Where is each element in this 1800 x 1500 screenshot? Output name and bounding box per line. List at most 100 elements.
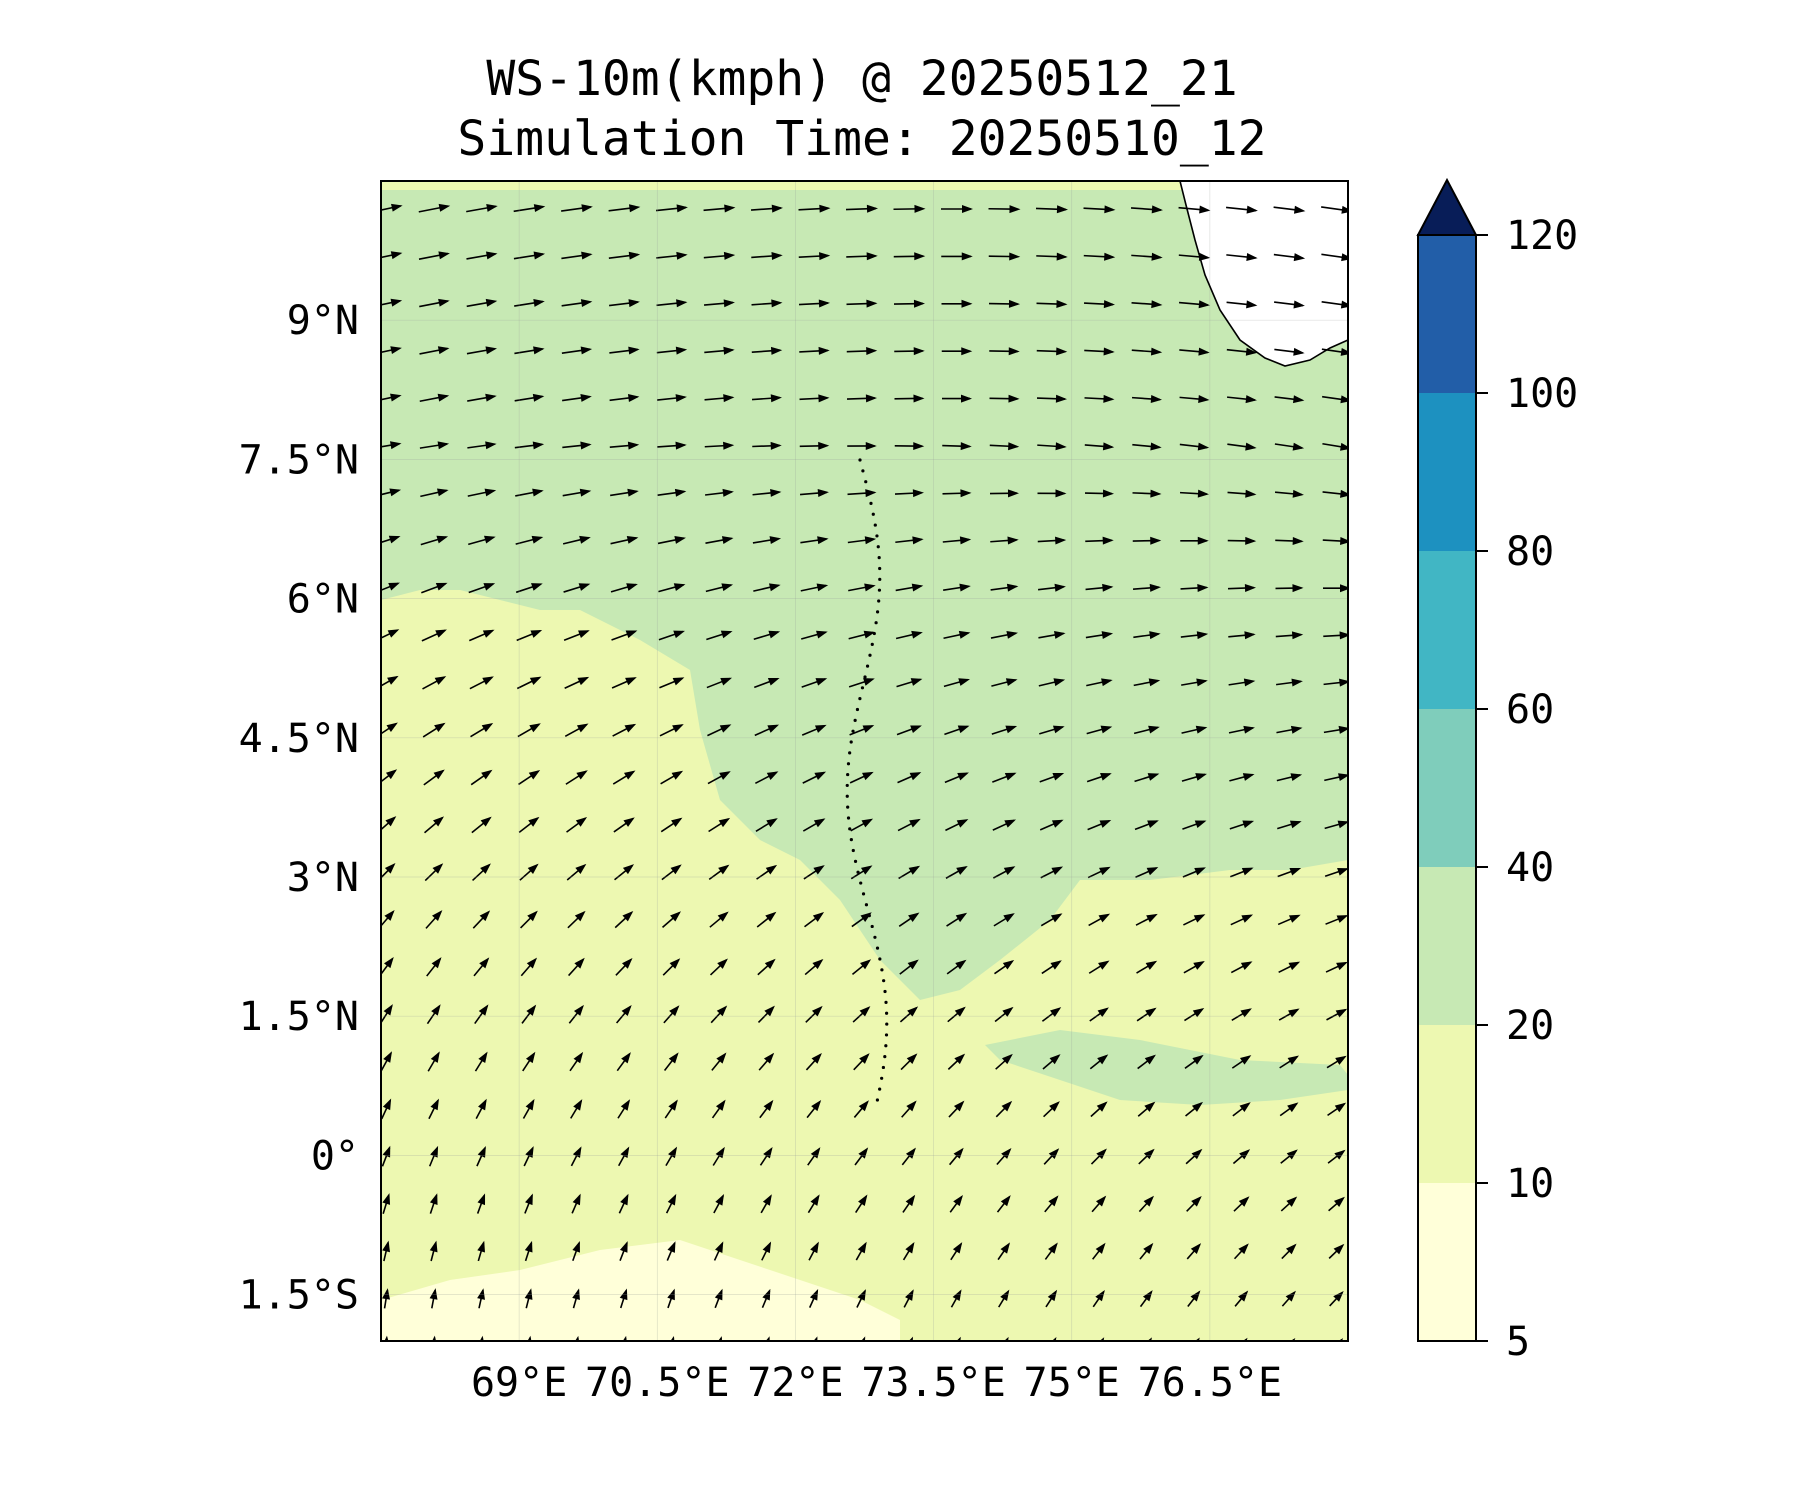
wind-arrow xyxy=(893,204,926,213)
wind-arrow xyxy=(609,394,640,402)
wind-arrow xyxy=(992,866,1016,879)
wind-arrow xyxy=(381,675,399,687)
wind-arrow xyxy=(1275,536,1304,545)
wind-arrow xyxy=(608,204,641,213)
wind-arrow xyxy=(520,957,538,977)
wind-arrow xyxy=(941,252,973,261)
wind-arrow xyxy=(990,536,1019,545)
wind-arrow xyxy=(476,1146,486,1167)
wind-arrow xyxy=(1037,489,1067,498)
wind-arrow xyxy=(899,1006,919,1023)
wind-arrow xyxy=(801,724,827,736)
wind-arrow xyxy=(518,770,541,786)
wind-arrow xyxy=(658,630,685,641)
wind-arrow xyxy=(381,1145,391,1167)
wind-arrow xyxy=(759,1099,774,1119)
wind-arrow xyxy=(1231,1008,1252,1022)
wind-arrow xyxy=(799,441,830,450)
wind-arrow xyxy=(422,722,446,738)
atoll-dot xyxy=(884,1011,889,1015)
wind-arrow xyxy=(703,204,736,213)
wind-arrow xyxy=(1233,1196,1250,1212)
wind-arrow xyxy=(466,204,498,213)
wind-arrow xyxy=(1274,347,1305,356)
wind-arrow xyxy=(655,204,688,213)
wind-arrow xyxy=(1182,820,1207,830)
wind-arrow xyxy=(942,536,972,545)
atoll-dot xyxy=(881,1065,885,1070)
wind-arrow xyxy=(895,630,923,640)
wind-arrow xyxy=(1328,1243,1345,1259)
wind-arrow xyxy=(1132,536,1162,545)
wind-arrow xyxy=(1228,631,1256,640)
wind-arrow xyxy=(468,535,496,546)
wind-arrow xyxy=(942,442,972,451)
map-frame xyxy=(380,180,1349,1342)
wind-arrow xyxy=(800,630,828,640)
wind-arrow xyxy=(1324,773,1348,782)
wind-arrow xyxy=(429,1193,438,1214)
wind-arrow xyxy=(524,1193,533,1214)
atoll-dot xyxy=(878,577,882,581)
wind-arrow xyxy=(1275,584,1304,593)
wind-arrow xyxy=(949,1194,963,1213)
wind-arrow xyxy=(1040,913,1063,927)
wind-arrow xyxy=(563,583,591,593)
wind-arrow xyxy=(1037,536,1067,545)
wind-arrow xyxy=(1328,1196,1345,1212)
wind-arrow xyxy=(806,1100,822,1119)
wind-arrow xyxy=(514,346,545,355)
wind-arrow xyxy=(1131,347,1163,356)
wind-arrow xyxy=(516,630,543,642)
wind-arrow xyxy=(758,1052,775,1071)
wind-arrow xyxy=(851,959,872,975)
wind-arrow xyxy=(706,677,732,689)
wind-arrow xyxy=(616,1052,631,1072)
wind-arrow xyxy=(1326,1008,1348,1021)
longitude-tick-label: 72°E xyxy=(747,1360,843,1406)
wind-arrow xyxy=(1090,1101,1108,1118)
wind-arrow xyxy=(1130,205,1163,214)
wind-arrow xyxy=(798,252,831,261)
wind-arrow xyxy=(660,770,684,785)
wind-arrow xyxy=(804,912,825,928)
atoll-dot xyxy=(877,599,881,603)
wind-arrow xyxy=(711,1052,727,1071)
wind-arrow xyxy=(1324,868,1348,878)
colorbar-segment xyxy=(1418,551,1476,709)
wind-arrow xyxy=(1228,678,1256,687)
wind-arrow xyxy=(945,819,969,832)
wind-arrow xyxy=(381,535,401,544)
wind-arrow xyxy=(517,723,541,738)
wind-arrow xyxy=(1137,1054,1156,1070)
wind-arrow xyxy=(1274,395,1305,404)
wind-arrow xyxy=(1326,1055,1347,1069)
wind-arrow xyxy=(1086,678,1113,687)
wind-arrow xyxy=(561,204,593,213)
wind-arrow xyxy=(946,959,967,975)
latitude-tick-label: 0° xyxy=(311,1133,359,1179)
wind-arrow xyxy=(562,441,592,450)
wind-arrow xyxy=(1281,1290,1296,1307)
atoll-dot xyxy=(869,501,873,505)
wind-arrow xyxy=(520,910,538,929)
atoll-dot xyxy=(845,783,849,788)
latitude-axis: 9°N 7.5°N 6°N 4.5°N 3°N 1.5°N 0° 1.5°S xyxy=(239,298,359,1318)
wind-arrow xyxy=(703,251,736,260)
atoll-dot xyxy=(858,697,862,701)
wind-arrow xyxy=(424,863,444,882)
wind-arrow xyxy=(989,489,1019,498)
wind-arrow xyxy=(382,1288,390,1309)
atoll-dot xyxy=(884,1044,888,1048)
wind-arrow xyxy=(893,299,925,308)
wind-arrow xyxy=(1234,1290,1249,1307)
wind-arrow xyxy=(1274,489,1304,498)
wind-arrow xyxy=(846,299,878,308)
wind-arrow xyxy=(1133,725,1160,735)
wind-arrow xyxy=(514,441,545,450)
wind-arrow xyxy=(1231,1055,1252,1069)
wind-arrow xyxy=(426,1004,441,1025)
wind-arrow xyxy=(420,535,449,546)
wind-arrow xyxy=(1186,1243,1202,1260)
longitude-axis: 69°E 70.5°E 72°E 73.5°E 75°E 76.5°E xyxy=(471,1360,1282,1406)
